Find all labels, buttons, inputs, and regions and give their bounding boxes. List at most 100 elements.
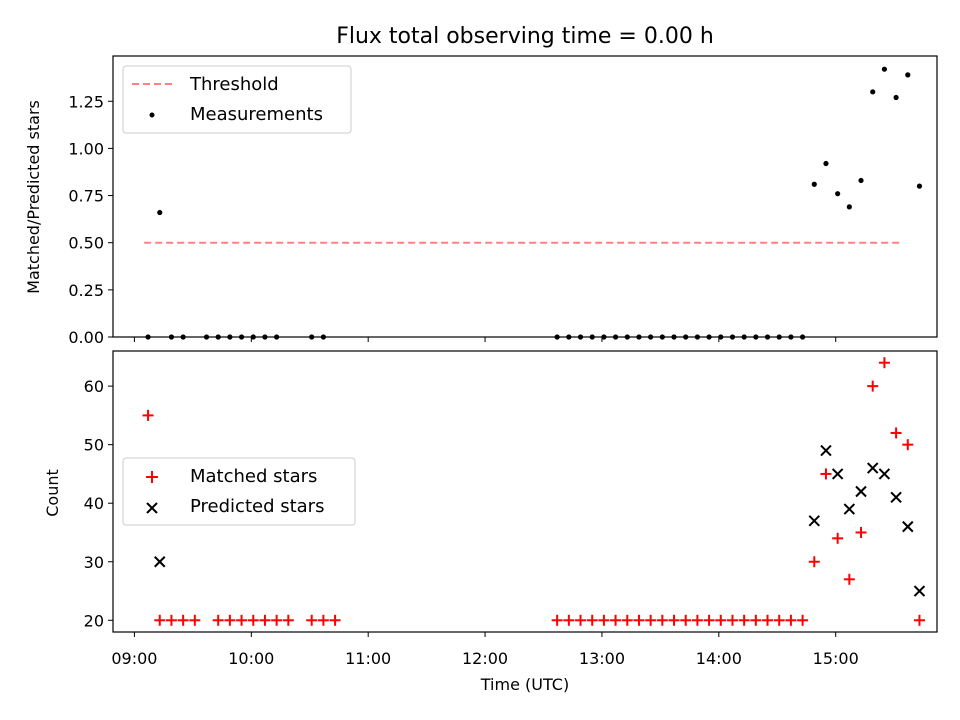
predicted-x-b bbox=[890, 491, 902, 504]
matched-star-point bbox=[282, 614, 294, 626]
matched-star-point bbox=[656, 614, 668, 626]
x-tick-label: 15:00 bbox=[813, 649, 859, 668]
bottom-y-axis-label: Count bbox=[43, 469, 62, 517]
top-y-tick-label: 1.25 bbox=[68, 92, 104, 111]
matched-star-point bbox=[645, 614, 657, 626]
legend-matched-label: Matched stars bbox=[190, 466, 317, 487]
matched-star-point bbox=[762, 614, 774, 626]
matched-star-point bbox=[691, 614, 703, 626]
matched-star-point bbox=[306, 614, 318, 626]
predicted-star-point bbox=[890, 491, 902, 504]
matched-star-point bbox=[177, 614, 189, 626]
matched-star-point bbox=[855, 526, 867, 538]
measurement-point bbox=[916, 183, 923, 189]
measurement-point bbox=[870, 89, 876, 95]
matched-star-point bbox=[726, 614, 738, 626]
bottom-x-ticks: 09:00 10:00 11:00 12:00 13:00 14:00 15:00 bbox=[111, 632, 859, 668]
matched-star-point bbox=[142, 409, 154, 421]
top-legend: Threshold Measurements bbox=[122, 65, 352, 134]
matched-star-point bbox=[224, 614, 236, 626]
bottom-y-ticks: 20 30 40 50 60 bbox=[84, 377, 113, 630]
x-tick-label: 10:00 bbox=[228, 649, 274, 668]
predicted-x-b bbox=[855, 485, 867, 498]
predicted-x-b bbox=[831, 468, 844, 480]
top-x-ticks bbox=[133, 337, 837, 342]
predicted-star-point bbox=[867, 462, 879, 474]
measurement-point bbox=[157, 209, 163, 216]
bottom-plot-area bbox=[142, 357, 926, 626]
predicted-star-point bbox=[913, 585, 926, 597]
bottom-axes-frame bbox=[112, 350, 938, 633]
legend-matched-swatch bbox=[146, 471, 158, 483]
predicted-star-point bbox=[808, 515, 820, 527]
matched-star-point bbox=[832, 532, 844, 544]
matched-star-point bbox=[633, 614, 645, 626]
top-y-tick-label: 1.00 bbox=[68, 139, 104, 158]
matched-star-point bbox=[902, 439, 914, 451]
matched-star-point bbox=[575, 614, 587, 626]
predicted-x-b bbox=[878, 468, 891, 480]
matched-star-point bbox=[773, 614, 785, 626]
predicted-star-point bbox=[843, 503, 856, 515]
matched-star-point bbox=[586, 614, 598, 626]
matched-star-point bbox=[563, 614, 575, 626]
matched-star-point bbox=[212, 614, 224, 626]
matched-star-point bbox=[820, 468, 832, 480]
matched-star-point bbox=[890, 427, 902, 439]
predicted-star-point bbox=[902, 520, 914, 533]
x-tick-label: 14:00 bbox=[696, 649, 742, 668]
top-y-tick-label: 0.75 bbox=[68, 187, 104, 206]
legend-predicted-swatch bbox=[146, 502, 158, 514]
matched-star-point bbox=[878, 357, 890, 369]
predicted-x-b bbox=[902, 520, 914, 533]
matched-star-point bbox=[271, 614, 283, 626]
matched-star-point bbox=[598, 614, 610, 626]
predicted-star-point bbox=[878, 468, 891, 480]
bottom-y-tick-label: 30 bbox=[84, 553, 104, 572]
top-y-axis-label: Matched/Predicted stars bbox=[24, 100, 43, 294]
measurement-point bbox=[811, 181, 817, 187]
measurement-point bbox=[835, 191, 841, 197]
top-legend-box bbox=[122, 65, 352, 134]
bottom-y-tick-label: 20 bbox=[84, 611, 104, 630]
legend-threshold-label: Threshold bbox=[189, 74, 279, 95]
matched-star-point bbox=[329, 614, 341, 626]
measurement-point bbox=[893, 94, 899, 101]
matched-star-point bbox=[867, 380, 879, 392]
top-y-tick-label: 0.00 bbox=[68, 328, 104, 347]
bottom-y-tick-label: 40 bbox=[84, 494, 104, 513]
matched-star-point bbox=[259, 614, 271, 626]
matched-star-point bbox=[610, 614, 622, 626]
x-tick-label: 09:00 bbox=[111, 649, 157, 668]
measurement-point bbox=[858, 177, 864, 184]
matched-star-point bbox=[189, 614, 201, 626]
bottom-panel: 20 30 40 50 60 09:00 10:00 11:00 12:00 13:00 14:0… bbox=[43, 350, 938, 694]
measurement-point bbox=[823, 160, 829, 167]
bottom-legend: Matched stars Predicted stars bbox=[122, 457, 356, 526]
matched-star-point bbox=[785, 614, 797, 626]
matched-star-point bbox=[808, 556, 820, 568]
x-tick-label: 11:00 bbox=[345, 649, 391, 668]
matched-star-point bbox=[154, 614, 166, 626]
matched-star-point bbox=[165, 614, 177, 626]
legend-measurements-swatch bbox=[149, 112, 155, 118]
bottom-y-tick-label: 50 bbox=[84, 436, 104, 455]
matched-star-point bbox=[621, 614, 633, 626]
predicted-x-b bbox=[913, 585, 926, 597]
matched-star-point bbox=[797, 614, 809, 626]
bottom-legend-box bbox=[122, 457, 356, 526]
matched-star-point bbox=[247, 614, 259, 626]
predicted-x-b bbox=[867, 462, 879, 474]
top-panel: 0.00 0.25 0.50 0.75 1.00 1.25 Matched/Predict… bbox=[24, 55, 938, 347]
matched-star-point bbox=[738, 614, 750, 626]
legend-predicted-label: Predicted stars bbox=[190, 496, 324, 517]
predicted-x-b bbox=[843, 503, 856, 515]
matched-star-point bbox=[843, 573, 855, 585]
x-axis-label: Time (UTC) bbox=[480, 675, 569, 694]
predicted-star-point bbox=[831, 468, 844, 480]
chart-title: Flux total observing time = 0.00 h bbox=[336, 24, 714, 49]
matched-star-point bbox=[551, 614, 563, 626]
bottom-y-tick-label: 60 bbox=[84, 377, 104, 396]
matched-star-point bbox=[680, 614, 692, 626]
